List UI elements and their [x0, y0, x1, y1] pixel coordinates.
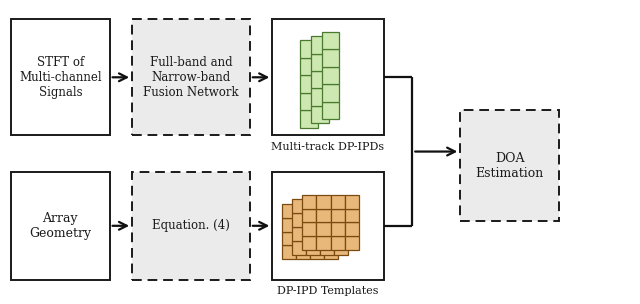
- Bar: [282, 232, 296, 245]
- Bar: [320, 213, 334, 227]
- Bar: [334, 213, 348, 227]
- Bar: [132, 19, 250, 136]
- Bar: [321, 49, 339, 67]
- Bar: [311, 106, 328, 123]
- Bar: [296, 245, 310, 259]
- Bar: [460, 110, 559, 221]
- Bar: [310, 232, 324, 245]
- Bar: [303, 223, 317, 236]
- Bar: [132, 19, 250, 136]
- Bar: [296, 218, 310, 232]
- Bar: [317, 223, 330, 236]
- Bar: [311, 54, 328, 71]
- Bar: [324, 245, 338, 259]
- Bar: [300, 40, 318, 58]
- Bar: [320, 199, 334, 213]
- Bar: [330, 236, 344, 250]
- Bar: [11, 19, 109, 136]
- Text: Array
Geometry: Array Geometry: [29, 212, 92, 240]
- Bar: [303, 236, 317, 250]
- Bar: [272, 19, 384, 136]
- Bar: [324, 218, 338, 232]
- Bar: [311, 71, 328, 88]
- Bar: [272, 171, 384, 280]
- Text: Multi-track DP-IPDs: Multi-track DP-IPDs: [271, 143, 384, 153]
- Bar: [132, 171, 250, 280]
- Text: STFT of
Multi-channel
Signals: STFT of Multi-channel Signals: [19, 56, 102, 99]
- Bar: [344, 209, 358, 223]
- Bar: [292, 213, 307, 227]
- Bar: [310, 218, 324, 232]
- Bar: [307, 227, 320, 241]
- Bar: [324, 204, 338, 218]
- Bar: [282, 204, 296, 218]
- Bar: [344, 236, 358, 250]
- Bar: [310, 204, 324, 218]
- Bar: [321, 32, 339, 49]
- Bar: [307, 199, 320, 213]
- Bar: [344, 195, 358, 209]
- Bar: [330, 223, 344, 236]
- Bar: [330, 195, 344, 209]
- Bar: [11, 171, 109, 280]
- Bar: [303, 195, 317, 209]
- Text: Equation. (4): Equation. (4): [152, 219, 230, 232]
- Bar: [334, 227, 348, 241]
- Bar: [300, 93, 318, 110]
- Bar: [132, 171, 250, 280]
- Bar: [307, 213, 320, 227]
- Bar: [320, 241, 334, 255]
- Text: Full-band and
Narrow-band
Fusion Network: Full-band and Narrow-band Fusion Network: [143, 56, 239, 99]
- Bar: [317, 236, 330, 250]
- Bar: [292, 241, 307, 255]
- Bar: [334, 241, 348, 255]
- Bar: [321, 102, 339, 119]
- Bar: [307, 241, 320, 255]
- Bar: [300, 110, 318, 128]
- Bar: [460, 110, 559, 221]
- Bar: [317, 209, 330, 223]
- Bar: [296, 232, 310, 245]
- Bar: [310, 245, 324, 259]
- Bar: [344, 223, 358, 236]
- Bar: [282, 245, 296, 259]
- Bar: [300, 75, 318, 93]
- Bar: [282, 218, 296, 232]
- Bar: [292, 199, 307, 213]
- Text: DP-IPD Templates: DP-IPD Templates: [277, 285, 378, 295]
- Bar: [330, 209, 344, 223]
- Bar: [296, 204, 310, 218]
- Bar: [303, 209, 317, 223]
- Bar: [321, 84, 339, 102]
- Bar: [321, 67, 339, 84]
- Bar: [300, 58, 318, 75]
- Bar: [292, 227, 307, 241]
- Bar: [311, 88, 328, 106]
- Text: DOA
Estimation: DOA Estimation: [476, 152, 544, 180]
- Bar: [311, 36, 328, 54]
- Bar: [334, 199, 348, 213]
- Bar: [320, 227, 334, 241]
- Bar: [317, 195, 330, 209]
- Bar: [324, 232, 338, 245]
